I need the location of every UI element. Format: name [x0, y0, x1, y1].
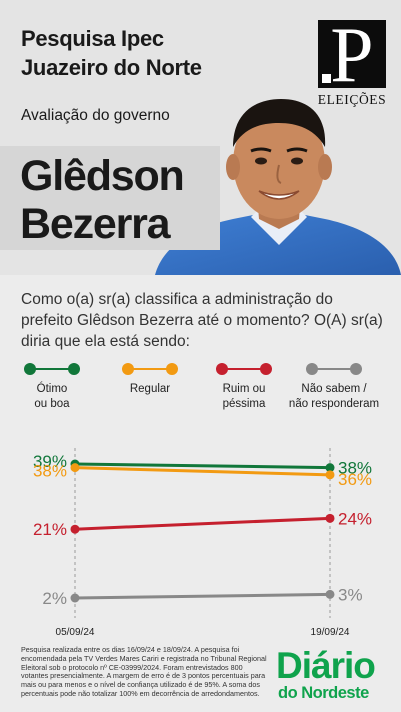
data-point-1-1: [325, 470, 335, 480]
x-tick-label-0: 05/09/24: [56, 627, 95, 638]
page-title-line1: Pesquisa Ipec: [21, 26, 164, 51]
legend-dot-right-nao-sabem: [350, 363, 362, 375]
data-point-2-1: [325, 513, 335, 523]
brand-logo-letter: P: [330, 11, 374, 98]
data-label-0-0: 39%: [33, 452, 67, 471]
series-line-1: [74, 466, 331, 477]
data-point-3-1: [325, 589, 335, 599]
legend-label-ruim-line1: Ruim ou: [222, 383, 266, 395]
line-chart: 39% 38%38% 36%21%24%2% 3%05/09/24 19/09/24: [33, 448, 372, 638]
legend-dot-right-ruim: [260, 363, 272, 375]
legend-line-nao-sabem: [312, 368, 356, 370]
series-line-3: [74, 592, 331, 600]
legend-line-regular: [128, 368, 172, 370]
legend-dot-right-regular: [166, 363, 178, 375]
page-subtitle: Avaliação do governo: [21, 107, 170, 124]
legend-label-regular-line1: Regular: [129, 383, 171, 395]
methodology-note: Pesquisa realizada entre os dias 16/09/2…: [21, 645, 267, 698]
data-label-3-0: 2%: [42, 589, 67, 608]
legend-label-ruim-line2: péssima: [222, 398, 266, 410]
legend-label-regular: Regular: [116, 382, 184, 397]
legend-line-ruim: [222, 368, 266, 370]
legend-dot-left-otimo: [24, 363, 36, 375]
candidate-name-line2: Bezerra: [20, 200, 171, 248]
brand-logo-caption: ELEIÇÕES: [317, 92, 387, 107]
brand-wordmark: Diário: [276, 645, 376, 686]
data-point-1-0: [70, 463, 80, 473]
legend-dot-left-nao-sabem: [306, 363, 318, 375]
candidate-name-box: [0, 146, 220, 250]
survey-question: Como o(a) sr(a) classifica a administraç…: [21, 291, 383, 350]
data-point-3-0: [70, 593, 80, 603]
brand-logo-dot: [322, 74, 331, 83]
data-label-3-1: 3%: [338, 585, 363, 604]
legend-dot-right-otimo: [68, 363, 80, 375]
legend-label-nao-sabem-line1: Não sabem /: [301, 383, 367, 395]
legend-label-otimo-line1: Ótimo: [36, 383, 68, 395]
x-tick-label-1: 19/09/24: [311, 627, 350, 638]
data-point-2-0: [70, 524, 80, 534]
page-title-line2: Juazeiro do Norte: [21, 55, 202, 80]
legend-label-nao-sabem: Não sabem / não responderam: [284, 382, 384, 412]
candidate-name-line1: Glêdson: [20, 152, 185, 200]
data-point-0-1: [325, 463, 335, 473]
legend-dot-left-ruim: [216, 363, 228, 375]
series-line-2: [74, 516, 331, 531]
legend-dot-left-regular: [122, 363, 134, 375]
data-label-2-0: 21%: [33, 520, 67, 539]
data-label-2-1: 24%: [338, 509, 372, 528]
legend-label-nao-sabem-line2: não responderam: [288, 398, 380, 410]
brand-wordmark-sub: do Nordeste: [278, 684, 369, 702]
data-label-0-1: 38%: [338, 459, 372, 478]
legend-line-otimo: [30, 368, 74, 370]
legend-label-otimo: Ótimo ou boa: [18, 382, 86, 412]
data-label-1-0: 38%: [33, 462, 67, 481]
legend-label-otimo-line2: ou boa: [34, 398, 70, 410]
series-line-0: [74, 462, 331, 470]
header-panel: Pesquisa Ipec Juazeiro do Norte Avaliaçã…: [0, 0, 401, 275]
data-label-1-1: 36%: [338, 470, 372, 489]
legend-label-ruim: Ruim ou péssima: [210, 382, 278, 412]
